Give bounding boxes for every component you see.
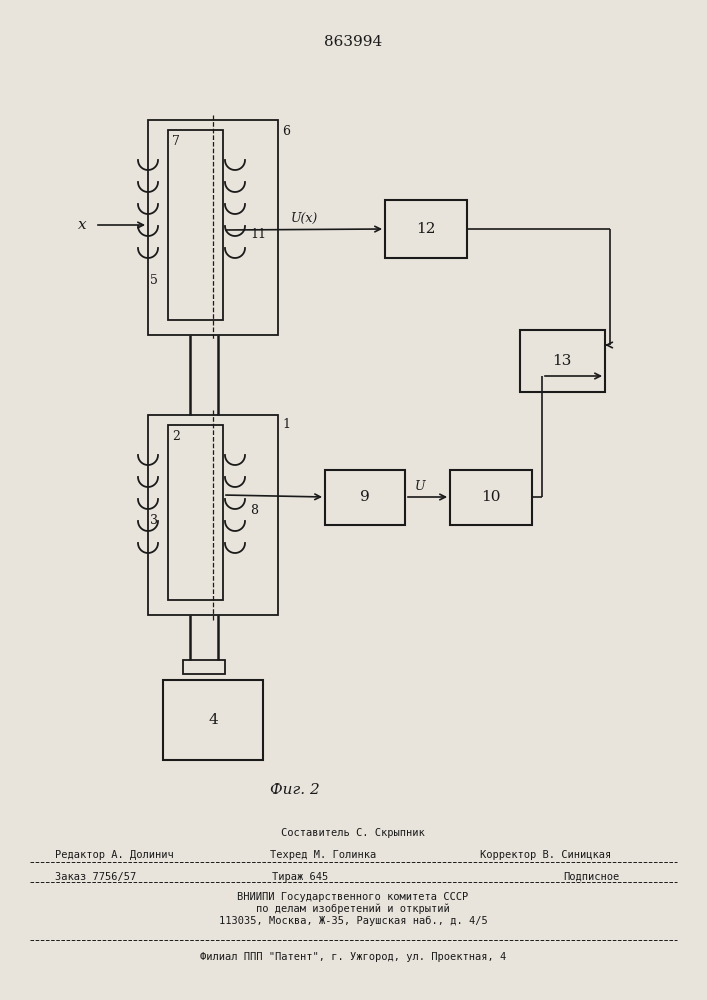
Text: 6: 6 bbox=[282, 125, 290, 138]
Text: 11: 11 bbox=[250, 229, 266, 241]
Text: x: x bbox=[78, 218, 87, 232]
Text: U: U bbox=[415, 481, 425, 493]
Text: Заказ 7756/57: Заказ 7756/57 bbox=[55, 872, 136, 882]
Bar bbox=[168, 425, 223, 600]
Text: 4: 4 bbox=[208, 713, 218, 727]
Bar bbox=[148, 415, 278, 615]
Text: Подписное: Подписное bbox=[563, 872, 620, 882]
Bar bbox=[385, 200, 467, 258]
Text: U(x): U(x) bbox=[291, 212, 317, 225]
Text: Корректор В. Синицкая: Корректор В. Синицкая bbox=[480, 850, 612, 860]
Bar bbox=[183, 660, 225, 674]
Text: 5: 5 bbox=[150, 273, 158, 286]
Bar bbox=[450, 470, 532, 525]
Text: Фиг. 2: Фиг. 2 bbox=[270, 783, 320, 797]
Text: 1: 1 bbox=[282, 418, 290, 431]
Text: 10: 10 bbox=[481, 490, 501, 504]
Text: по делам изобретений и открытий: по делам изобретений и открытий bbox=[256, 904, 450, 914]
Bar bbox=[168, 130, 223, 320]
Text: 9: 9 bbox=[360, 490, 370, 504]
Text: 2: 2 bbox=[172, 430, 180, 443]
Bar bbox=[325, 470, 405, 525]
Text: Редактор А. Долинич: Редактор А. Долинич bbox=[55, 850, 174, 860]
Text: Тираж 645: Тираж 645 bbox=[272, 872, 328, 882]
Bar bbox=[148, 120, 278, 335]
Text: 12: 12 bbox=[416, 222, 436, 236]
Text: 13: 13 bbox=[552, 354, 572, 368]
Bar bbox=[520, 330, 605, 392]
Text: 7: 7 bbox=[172, 135, 180, 148]
Text: Филиал ППП "Патент", г. Ужгород, ул. Проектная, 4: Филиал ППП "Патент", г. Ужгород, ул. Про… bbox=[200, 952, 506, 962]
Text: 3: 3 bbox=[150, 514, 158, 526]
Bar bbox=[163, 680, 263, 760]
Text: Техред М. Голинка: Техред М. Голинка bbox=[270, 850, 376, 860]
Text: 863994: 863994 bbox=[324, 35, 382, 49]
Text: 113035, Москва, Ж-35, Раушская наб., д. 4/5: 113035, Москва, Ж-35, Раушская наб., д. … bbox=[218, 916, 487, 926]
Text: Составитель С. Скрыпник: Составитель С. Скрыпник bbox=[281, 828, 425, 838]
Text: ВНИИПИ Государственного комитета СССР: ВНИИПИ Государственного комитета СССР bbox=[238, 892, 469, 902]
Text: 8: 8 bbox=[250, 504, 258, 516]
